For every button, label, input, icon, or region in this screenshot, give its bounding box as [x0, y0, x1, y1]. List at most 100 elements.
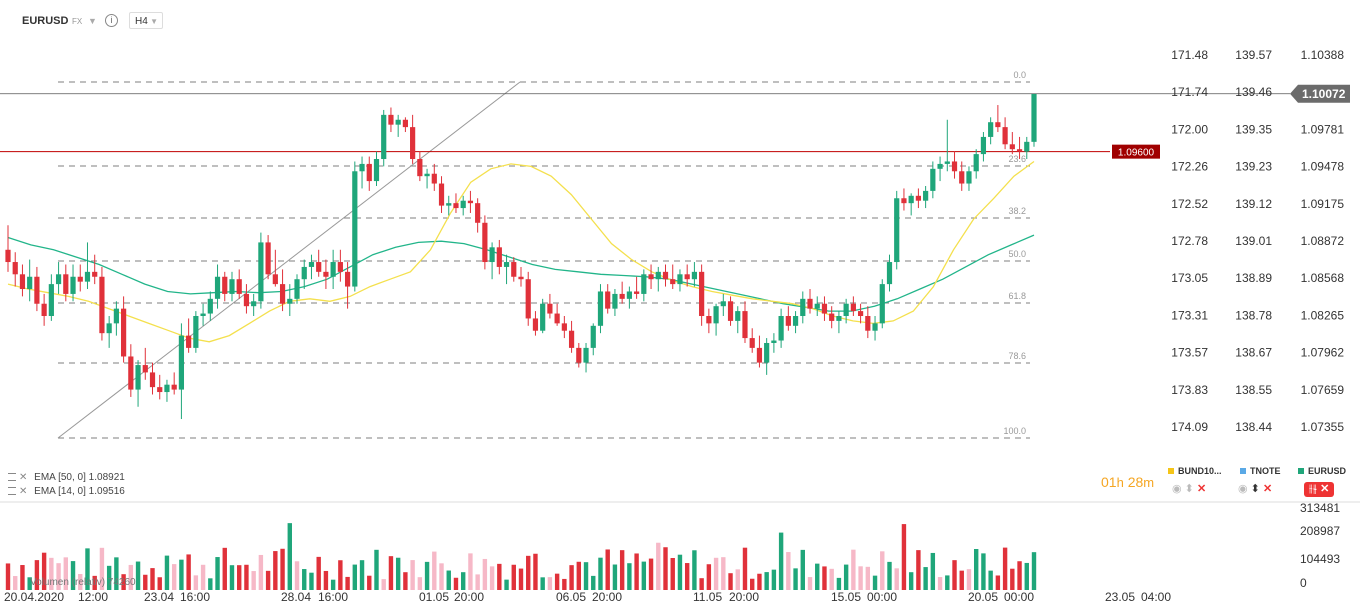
indicator-ema50[interactable]: ✕ EMA [50, 0] 1.08921 — [8, 472, 125, 483]
candle-body — [92, 271, 98, 277]
volume-bar — [648, 558, 654, 590]
candle-body — [648, 274, 654, 280]
candle-body — [113, 308, 119, 324]
fibonacci-levels: 0.0 23.6 38.2 50.0 61.8 78.6 100.0 — [58, 70, 1030, 439]
candle-body — [446, 203, 452, 206]
volume-bar — [612, 564, 618, 590]
volume-bar — [945, 575, 950, 590]
volume-bar — [302, 569, 307, 590]
candle-body — [619, 293, 625, 299]
volume-bar — [771, 569, 777, 590]
candle-body — [821, 303, 828, 314]
indicator-ema14[interactable]: ✕ EMA [14, 0] 1.09516 — [8, 486, 125, 497]
volume-tick-label: 104493 — [1300, 552, 1340, 566]
volume-bar — [518, 568, 524, 590]
volume-bar — [757, 573, 762, 590]
volume-bar — [489, 566, 495, 590]
candle-body — [438, 183, 445, 206]
timer-hours: 01 — [1101, 474, 1117, 490]
volume-bar — [229, 565, 235, 590]
candle-body — [691, 271, 698, 280]
eurusd-controls: ⫲⫳ ✕ — [1304, 482, 1335, 497]
volume-bar — [822, 566, 827, 590]
price-tick-label: 138.55 — [1235, 383, 1272, 397]
price-tick-label: 173.57 — [1171, 346, 1208, 360]
legend-label: EURUSD — [1308, 466, 1347, 476]
ema14-line — [7, 160, 1035, 343]
candle-body — [959, 171, 965, 184]
symbol-label[interactable]: EURUSD — [22, 15, 69, 27]
candle-body — [308, 262, 315, 267]
volume-bar — [106, 565, 112, 590]
candle-body — [886, 262, 893, 285]
volume-bar — [569, 565, 574, 590]
eye-icon[interactable]: ◉ — [1172, 483, 1182, 495]
volume-bar — [583, 562, 589, 590]
volume-bar — [721, 557, 726, 590]
volume-bar — [995, 575, 1001, 590]
close-icon[interactable]: ✕ — [1262, 483, 1273, 495]
legend-swatch — [1298, 468, 1304, 474]
eye-icon[interactable]: ◉ — [1238, 483, 1248, 495]
candle-body — [901, 198, 907, 204]
candle-body — [937, 163, 943, 169]
volume-bar — [887, 561, 892, 590]
price-tick-label: 171.74 — [1171, 85, 1208, 99]
candle-body — [764, 342, 770, 363]
settings-lines-icon[interactable] — [8, 487, 16, 496]
candle-body — [742, 311, 748, 339]
candle-body — [352, 171, 358, 287]
settings-lines-icon[interactable] — [8, 473, 16, 482]
candle-body — [785, 316, 791, 326]
volume-bar — [403, 572, 408, 590]
volume-bar — [200, 564, 206, 590]
candle-body — [55, 274, 62, 285]
symbol-dropdown-chevron-icon[interactable]: ▼ — [88, 16, 97, 26]
volume-bar — [511, 564, 516, 590]
current-price-tag: 1.10072 — [1290, 84, 1350, 103]
timeframe-select[interactable]: H4 ▼ — [129, 12, 163, 29]
volume-bar — [880, 551, 885, 590]
candle-body — [243, 293, 250, 307]
alert-price-tag[interactable]: 1.09600 — [1112, 144, 1160, 159]
volume-bar — [179, 559, 184, 590]
legend-eurusd[interactable]: EURUSD — [1298, 466, 1346, 476]
candle-body — [525, 279, 531, 319]
volume-bar — [135, 561, 141, 590]
price-tick-label: 1.07962 — [1301, 346, 1345, 360]
info-icon[interactable]: i — [105, 14, 118, 27]
close-icon[interactable]: ✕ — [1196, 483, 1207, 495]
volume-bar — [973, 548, 979, 590]
volume-bar — [526, 555, 531, 590]
volume-bar — [237, 565, 242, 590]
time-tick-label: 01.05 — [419, 590, 449, 604]
volume-bar — [374, 549, 379, 590]
remove-icon[interactable]: ✕ — [19, 486, 28, 497]
time-tick-label: 20:00 — [592, 590, 622, 604]
volume-bar — [251, 571, 256, 590]
volume-bar — [388, 556, 394, 590]
current-price-value: 1.10072 — [1302, 87, 1346, 101]
volume-bar — [908, 572, 914, 590]
volume-bar — [323, 570, 329, 590]
time-tick-label: 20:00 — [729, 590, 759, 604]
move-icon[interactable]: ⬍ — [1184, 483, 1194, 495]
volume-bar — [1002, 547, 1008, 590]
move-icon[interactable]: ⬍ — [1250, 483, 1260, 495]
trend-line — [57, 81, 521, 439]
remove-icon[interactable]: ✕ — [19, 472, 28, 483]
candle-body — [222, 276, 228, 294]
bund-controls: ◉ ⬍ ✕ — [1172, 482, 1206, 495]
volume-bar — [150, 568, 155, 590]
candlestick-icon[interactable]: ⫲⫳ — [1309, 483, 1318, 495]
candle-body — [316, 262, 322, 272]
candle-body — [792, 316, 799, 326]
volume-bar — [446, 570, 451, 590]
candle-body — [836, 316, 842, 321]
legend-bund[interactable]: BUND10... — [1168, 466, 1222, 476]
volume-bar — [619, 550, 625, 590]
legend-tnote[interactable]: TNOTE — [1240, 466, 1281, 476]
candle-body — [410, 127, 416, 160]
close-icon[interactable]: ✕ — [1320, 483, 1330, 495]
